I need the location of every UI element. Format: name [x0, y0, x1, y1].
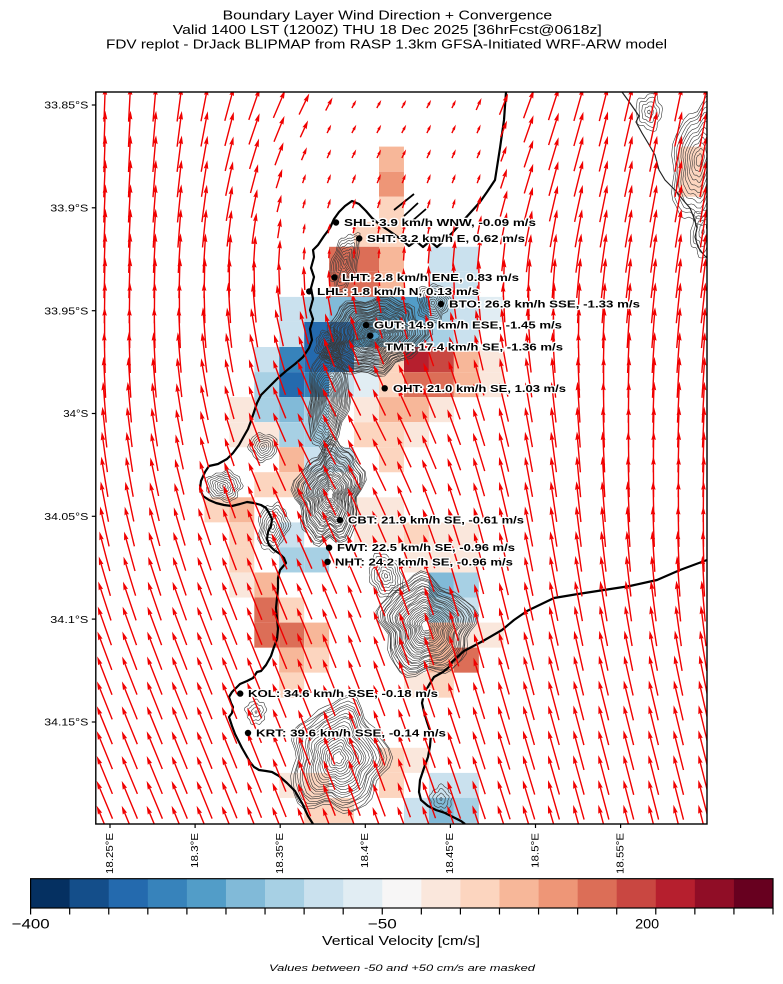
svg-text:−400: −400: [12, 916, 50, 932]
svg-text:33.9°S: 33.9°S: [50, 202, 88, 214]
svg-text:18.45°E: 18.45°E: [444, 833, 456, 874]
svg-text:18.4°E: 18.4°E: [359, 833, 371, 868]
svg-text:−50: −50: [368, 916, 397, 932]
svg-text:GUT: 14.9 km/h ESE, -1.45 m/s: GUT: 14.9 km/h ESE, -1.45 m/s: [374, 320, 562, 332]
svg-text:Values between -50 and +50 cm/: Values between -50 and +50 cm/s are mask…: [269, 963, 536, 974]
svg-text:NHT: 24.2 km/h SE, -0.96 m/s: NHT: 24.2 km/h SE, -0.96 m/s: [335, 556, 513, 568]
svg-text:34.15°S: 34.15°S: [44, 717, 88, 729]
svg-text:18.25°E: 18.25°E: [104, 833, 116, 874]
svg-text:LHT: 2.8 km/h ENE, 0.83 m/s: LHT: 2.8 km/h ENE, 0.83 m/s: [342, 272, 519, 284]
svg-text:FDV replot - DrJack BLIPMAP fr: FDV replot - DrJack BLIPMAP from RASP 1.…: [106, 37, 667, 52]
svg-text:TMT: 17.4 km/h SE, -1.36 m/s: TMT: 17.4 km/h SE, -1.36 m/s: [385, 342, 563, 354]
svg-text:18.55°E: 18.55°E: [614, 833, 626, 874]
svg-text:200: 200: [635, 916, 659, 932]
svg-text:Boundary Layer Wind Direction: Boundary Layer Wind Direction + Converge…: [223, 8, 553, 23]
svg-text:33.85°S: 33.85°S: [44, 100, 88, 112]
svg-text:KOL: 34.6 km/h SSE, -0.18 m/s: KOL: 34.6 km/h SSE, -0.18 m/s: [248, 688, 438, 700]
svg-text:33.95°S: 33.95°S: [44, 305, 88, 317]
svg-text:CBT: 21.9 km/h SE, -0.61 m/s: CBT: 21.9 km/h SE, -0.61 m/s: [348, 515, 524, 527]
svg-text:Vertical Velocity [cm/s]: Vertical Velocity [cm/s]: [322, 934, 480, 948]
svg-text:18.5°E: 18.5°E: [529, 833, 541, 868]
svg-text:FWT: 22.5 km/h SE, -0.96 m/s: FWT: 22.5 km/h SE, -0.96 m/s: [337, 542, 515, 554]
svg-text:SHT: 3.2 km/h E, 0.62 m/s: SHT: 3.2 km/h E, 0.62 m/s: [367, 233, 525, 245]
svg-text:SHL: 3.9 km/h WNW, -0.09 m/s: SHL: 3.9 km/h WNW, -0.09 m/s: [344, 217, 536, 229]
svg-text:34°S: 34°S: [63, 408, 88, 420]
svg-text:OHT: 21.0 km/h SE, 1.03 m/s: OHT: 21.0 km/h SE, 1.03 m/s: [393, 383, 566, 395]
svg-text:18.35°E: 18.35°E: [274, 833, 286, 874]
svg-text:34.05°S: 34.05°S: [44, 511, 88, 523]
svg-text:Valid 1400 LST (1200Z) THU 18: Valid 1400 LST (1200Z) THU 18 Dec 2025 […: [173, 22, 602, 37]
svg-text:KRT: 39.6 km/h SSE, -0.14 m/s: KRT: 39.6 km/h SSE, -0.14 m/s: [256, 728, 446, 740]
svg-text:BTO: 26.8 km/h SSE, -1.33 m/s: BTO: 26.8 km/h SSE, -1.33 m/s: [449, 299, 640, 311]
svg-text:LHL: 1.8 km/h N, 0.13 m/s: LHL: 1.8 km/h N, 0.13 m/s: [317, 286, 479, 298]
svg-text:18.3°E: 18.3°E: [189, 833, 201, 868]
svg-text:34.1°S: 34.1°S: [50, 614, 88, 626]
